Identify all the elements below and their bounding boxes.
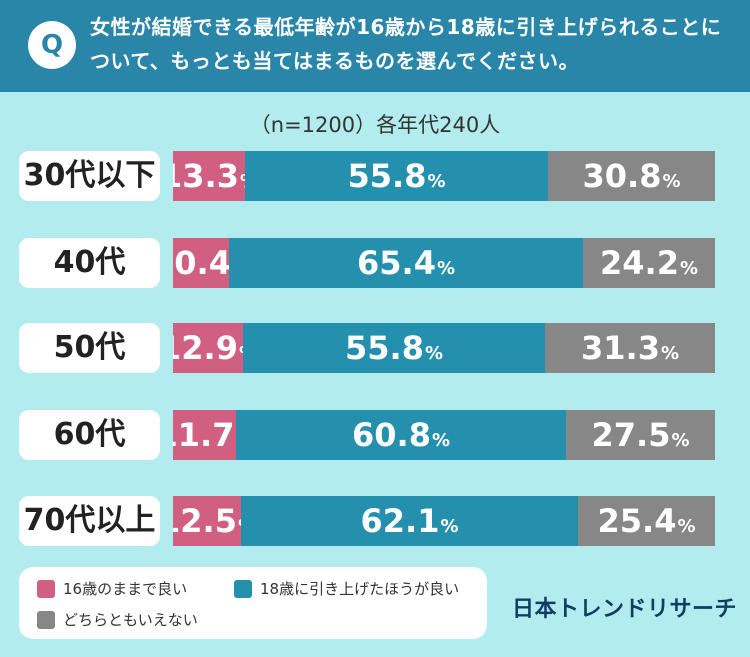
legend-item-neither: どちらともいえない (37, 609, 198, 630)
bar-segment-neither: 24.2% (583, 238, 715, 288)
data-label-unit: % (662, 170, 681, 192)
data-label-unit: % (431, 429, 450, 451)
data-label-unit: % (677, 515, 696, 537)
bar-segment-keep-16: 13.3% (173, 151, 245, 201)
data-label: 65.4 (357, 244, 436, 282)
data-label: 10.4 (173, 244, 229, 282)
data-label-unit: % (427, 170, 446, 192)
data-label-unit: % (239, 343, 243, 364)
legend-swatch-neither (37, 610, 55, 629)
data-label-unit: % (240, 171, 245, 192)
bar-segment-raise-18: 62.1% (241, 496, 578, 546)
row-label: 30代以下 (19, 151, 160, 201)
bar-segment-raise-18: 60.8% (236, 410, 566, 460)
data-label: 62.1 (360, 502, 440, 540)
legend-label-neither: どちらともいえない (63, 611, 198, 629)
data-label: 55.8 (347, 157, 427, 195)
legend-swatch-raise-18 (234, 579, 252, 598)
data-label: 12.9 (173, 329, 238, 367)
bar-row: 12.5%62.1%25.4% (173, 496, 715, 546)
legend-swatch-keep-16 (37, 579, 55, 598)
bar-segment-neither: 30.8% (548, 151, 715, 201)
legend-item-keep-16: 16歳のままで良い (37, 578, 187, 599)
row-label: 60代 (19, 410, 160, 460)
row-label: 70代以上 (19, 496, 160, 546)
bar-segment-raise-18: 65.4% (229, 238, 583, 288)
data-label-unit: % (660, 342, 679, 364)
data-label: 11.7 (173, 416, 235, 454)
data-label-unit: % (671, 429, 690, 451)
data-label: 60.8 (352, 416, 431, 454)
data-label: 24.2 (600, 244, 679, 282)
bar-segment-keep-16: 10.4% (173, 238, 229, 288)
data-label: 31.3 (581, 329, 660, 367)
legend-label-keep-16: 16歳のままで良い (63, 580, 188, 598)
bar-row: 13.3%55.8%30.8% (173, 151, 715, 201)
data-label: 13.3 (173, 157, 239, 195)
row-label: 40代 (19, 238, 160, 288)
question-text: 女性が結婚できる最低年齢が16歳から18歳に引き上げられることについて、もっとも… (90, 15, 722, 73)
question-header: Q 女性が結婚できる最低年齢が16歳から18歳に引き上げられることについて、もっ… (0, 0, 750, 92)
data-label-unit: % (235, 430, 236, 451)
data-label: 12.5 (173, 502, 237, 540)
data-label-unit: % (440, 515, 459, 537)
bar-row: 12.9%55.8%31.3% (173, 323, 715, 373)
bar-segment-keep-16: 12.9% (173, 323, 243, 373)
brand-logo-text: 日本トレンドリサーチ (512, 597, 738, 622)
data-label-unit: % (436, 257, 455, 279)
bar-segment-neither: 31.3% (545, 323, 715, 373)
legend: 16歳のままで良い 18歳に引き上げたほうが良い どちらともいえない (19, 567, 487, 639)
data-label: 55.8 (345, 329, 424, 367)
bar-row: 10.4%65.4%24.2% (173, 238, 715, 288)
legend-item-raise-18: 18歳に引き上げたほうが良い (234, 578, 459, 599)
bar-segment-keep-16: 11.7% (173, 410, 236, 460)
bar-segment-neither: 27.5% (566, 410, 715, 460)
q-badge: Q (28, 21, 76, 69)
legend-label-raise-18: 18歳に引き上げたほうが良い (260, 580, 460, 598)
data-label: 30.8 (582, 157, 662, 195)
bar-segment-neither: 25.4% (578, 496, 715, 546)
data-label: 25.4 (597, 502, 677, 540)
data-label-unit: % (424, 342, 443, 364)
bar-segment-raise-18: 55.8% (245, 151, 548, 201)
bar-row: 11.7%60.8%27.5% (173, 410, 715, 460)
data-label: 27.5 (591, 416, 671, 454)
row-label: 50代 (19, 323, 160, 373)
bar-segment-raise-18: 55.8% (243, 323, 545, 373)
sample-size-note: （n=1200）各年代240人 (249, 113, 501, 137)
bar-segment-keep-16: 12.5% (173, 496, 241, 546)
data-label-unit: % (679, 257, 698, 279)
data-label-unit: % (238, 516, 241, 537)
